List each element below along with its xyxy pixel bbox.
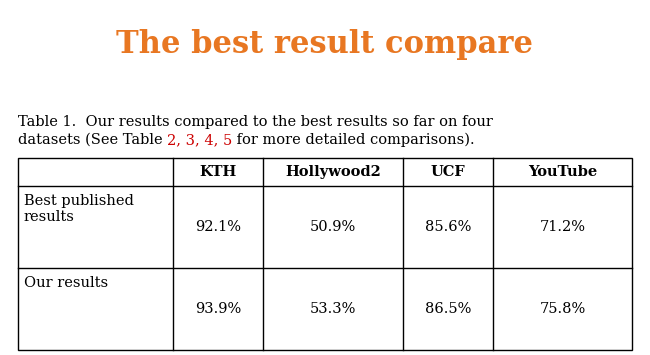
Text: KTH: KTH [200,165,237,179]
Text: datasets (See Table: datasets (See Table [18,133,167,147]
Text: 2, 3, 4, 5: 2, 3, 4, 5 [167,133,233,147]
Text: YouTube: YouTube [528,165,597,179]
Bar [18,158,632,350]
Text: The best result compare: The best result compare [116,29,534,60]
Text: 93.9%: 93.9% [195,302,241,316]
Text: 85.6%: 85.6% [425,220,471,234]
Text: 53.3%: 53.3% [310,302,356,316]
Text: Table 1.  Our results compared to the best results so far on four: Table 1. Our results compared to the bes… [18,115,493,129]
Text: UCF: UCF [430,165,465,179]
Text: Our results: Our results [24,276,108,290]
Text: 71.2%: 71.2% [540,220,586,234]
Text: 92.1%: 92.1% [195,220,241,234]
Text: for more detailed comparisons).: for more detailed comparisons). [233,133,475,147]
Text: 75.8%: 75.8% [540,302,586,316]
Text: 86.5%: 86.5% [425,302,471,316]
Text: 50.9%: 50.9% [310,220,356,234]
Text: Best published
results: Best published results [24,194,134,224]
Text: Hollywood2: Hollywood2 [285,165,381,179]
